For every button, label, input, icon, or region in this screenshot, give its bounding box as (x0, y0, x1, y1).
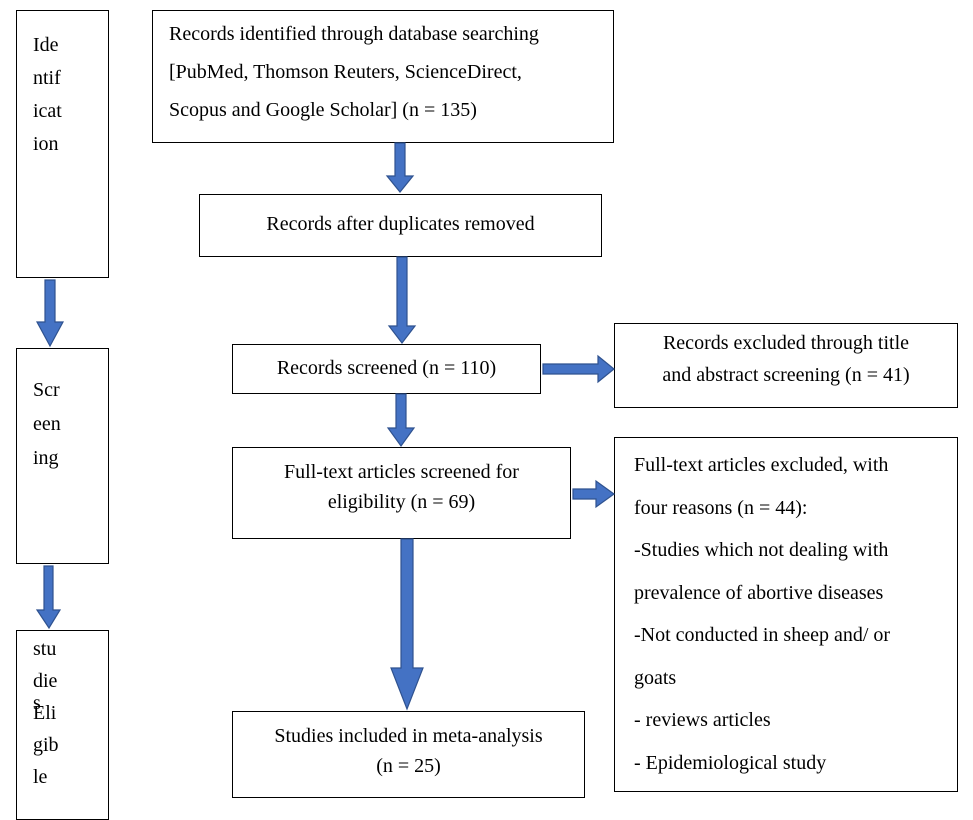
stage-identification-label: Ide ntif icat ion (33, 29, 62, 161)
studies-included-box: Studies included in meta-analysis (n = 2… (232, 711, 585, 798)
duplicates-removed-box: Records after duplicates removed (199, 194, 602, 257)
included-line-1: Studies included in meta-analysis (274, 725, 543, 747)
stage-screening-label: Scr een ing (33, 373, 61, 475)
reason-line: -Studies which not dealing with (634, 539, 889, 561)
reason-line: goats (634, 666, 677, 689)
stage-identification-line: Ide (33, 34, 59, 56)
stage-eligible-line: stu (33, 638, 57, 660)
stage-screening-box: Scr een ing (16, 348, 109, 564)
identified-line-3: Scopus and Google Scholar] (n = 135) (169, 99, 477, 121)
excluded-title-line-2: and abstract screening (n = 41) (662, 364, 910, 386)
down-arrow-icon (35, 279, 65, 348)
down-arrow-icon (387, 256, 417, 344)
stage-screening-line: ing (33, 447, 59, 469)
stage-eligible-line: Eli (33, 702, 57, 724)
stage-eligible-box: stu die Eli gib le s (16, 630, 109, 820)
identified-line-1: Records identified through database sear… (169, 23, 539, 45)
included-line-2: (n = 25) (376, 755, 441, 777)
fulltext-excluded-list: Full-text articles excluded, with four r… (634, 444, 890, 784)
reason-line: prevalence of abortive diseases (634, 581, 884, 604)
stage-screening-line: Scr (33, 379, 60, 401)
records-screened-label: Records screened (n = 110) (276, 357, 497, 379)
right-arrow-icon (542, 354, 615, 384)
fulltext-screened-box: Full-text articles screened for eligibil… (232, 447, 571, 539)
down-arrow-icon (390, 538, 424, 711)
stage-screening-line: een (33, 413, 61, 435)
down-arrow-icon (385, 142, 415, 193)
duplicates-label: Records after duplicates removed (266, 213, 535, 235)
identified-records-box: Records identified through database sear… (152, 10, 614, 143)
fulltext-line-2: eligibility (n = 69) (327, 491, 476, 513)
reason-line: Full-text articles excluded, with (634, 454, 889, 476)
reason-line: four reasons (n = 44): (634, 496, 808, 519)
excluded-title-line-1: Records excluded through title (662, 332, 910, 354)
stage-identification-line: icat (33, 100, 62, 122)
down-arrow-icon (386, 393, 416, 448)
stage-identification-line: ntif (33, 67, 61, 89)
stage-eligible-line: gib (33, 734, 59, 756)
stage-eligible-overlap-char: s (33, 692, 41, 714)
identified-line-2: [PubMed, Thomson Reuters, ScienceDirect, (169, 61, 522, 83)
stage-eligible-line: le (33, 766, 48, 788)
fulltext-line-1: Full-text articles screened for (284, 461, 519, 483)
stage-identification-line: ion (33, 133, 59, 155)
down-arrow-icon (35, 565, 62, 630)
stage-identification-box: Ide ntif icat ion (16, 10, 109, 278)
fulltext-excluded-box: Full-text articles excluded, with four r… (614, 437, 958, 792)
right-arrow-icon (572, 479, 616, 509)
reason-line: - Epidemiological study (634, 751, 827, 774)
reason-line: -Not conducted in sheep and/ or (634, 624, 891, 646)
records-screened-box: Records screened (n = 110) (232, 344, 541, 394)
stage-eligible-label: stu die Eli gib le (33, 633, 59, 793)
reason-line: - reviews articles (634, 709, 771, 731)
stage-eligible-line: die (33, 670, 58, 692)
excluded-title-box: Records excluded through title and abstr… (614, 323, 958, 408)
